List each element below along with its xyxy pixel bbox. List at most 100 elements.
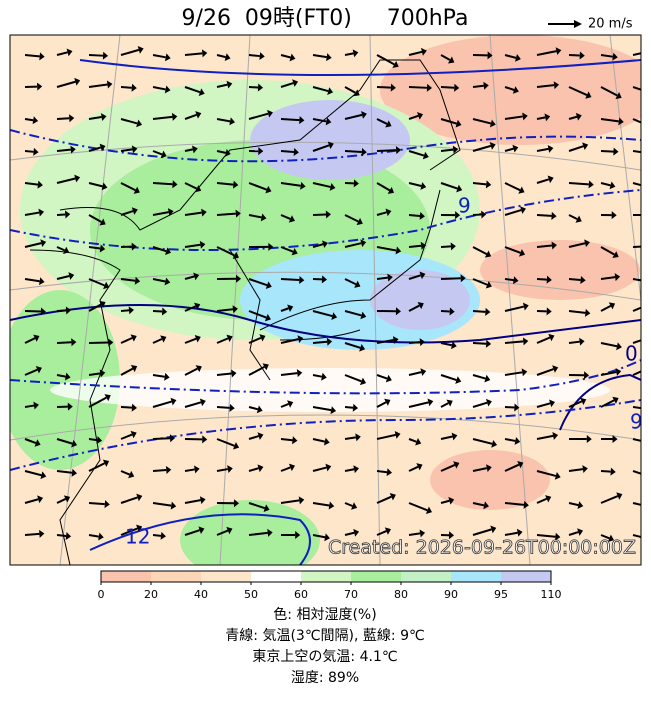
contour-label: 0 (625, 342, 638, 366)
colorbar-tick-label: 60 (294, 588, 308, 601)
colorbar-segment (501, 571, 551, 582)
wind-arrow (569, 279, 581, 280)
colorbar-segment (351, 571, 401, 582)
created-stamp: Created: 2026-09-26T00:00:00Z (328, 537, 636, 559)
wind-arrow (569, 55, 580, 56)
wind-arrow (345, 407, 353, 408)
wind-arrow (121, 310, 129, 311)
wind-arrow (57, 214, 65, 215)
wind-legend-head (574, 20, 582, 28)
wind-arrow (217, 214, 236, 215)
wind-arrow (217, 407, 230, 408)
title: 9/26 09時(FT0) 700hPa (182, 6, 469, 31)
wind-arrow (25, 119, 33, 120)
caption-line: 青線: 気温(3℃間隔), 藍線: 9℃ (225, 628, 424, 644)
wind-arrow (313, 342, 327, 343)
wind-arrow (473, 343, 486, 344)
wind-arrow (25, 55, 40, 56)
wind-arrow (25, 151, 34, 152)
wind-arrow (569, 342, 580, 343)
wind-arrow (57, 150, 71, 151)
wind-arrow-head (642, 182, 648, 190)
wind-arrow (89, 55, 103, 56)
wind-arrow (377, 150, 396, 151)
wind-arrow (281, 119, 299, 120)
wind-arrow (441, 278, 461, 279)
wind-arrow (121, 407, 132, 408)
wind-arrow-head (645, 242, 650, 250)
wind-arrow (409, 246, 421, 247)
wind-arrow (441, 150, 453, 151)
wind-arrow (345, 151, 362, 152)
wind-arrow (633, 246, 645, 247)
wind-arrow-head (642, 303, 648, 310)
wind-arrow (569, 183, 589, 184)
caption-line: 色: 相対湿度(%) (273, 606, 376, 623)
wind-arrow (281, 279, 299, 280)
caption-line: 湿度: 89% (291, 670, 359, 686)
colorbar-segment (101, 571, 151, 582)
wind-arrow-head (641, 211, 646, 219)
wind-arrow (377, 471, 387, 472)
caption-line: 東京上空の気温: 4.1℃ (252, 649, 397, 665)
wind-arrow (153, 183, 173, 184)
wind-arrow (249, 87, 258, 88)
wind-arrow (153, 470, 166, 471)
wind-arrow (25, 406, 34, 407)
colorbar-segment (201, 571, 251, 582)
colorbar-tick-label: 110 (541, 588, 562, 601)
wind-arrow (409, 342, 420, 343)
wind-arrow-head (648, 334, 651, 342)
colorbar: 0 20 40 50 60 70 80 90 95 110 (98, 571, 562, 601)
humidity-area (180, 500, 320, 580)
wind-arrow (57, 535, 66, 536)
wind-arrow (153, 438, 170, 439)
wind-arrow (537, 215, 552, 216)
wind-arrow-head (644, 366, 650, 373)
wind-arrow (153, 311, 162, 312)
colorbar-tick-label: 80 (394, 588, 408, 601)
wind-arrow (249, 55, 260, 56)
humidity-area (480, 240, 640, 300)
wind-arrow (601, 471, 611, 472)
colorbar-segment (251, 571, 301, 582)
wind-arrow (473, 311, 485, 312)
colorbar-segment (401, 571, 451, 582)
colorbar-tick-label: 95 (494, 588, 508, 601)
wind-arrow (57, 118, 69, 119)
wind-arrow (57, 310, 66, 311)
colorbar-tick-label: 70 (344, 588, 358, 601)
colorbar-tick-label: 0 (98, 588, 105, 601)
wind-arrow (377, 87, 391, 88)
wind-arrow (25, 534, 39, 535)
wind-arrow (505, 279, 514, 280)
humidity-area (250, 100, 410, 180)
contour-label: 9 (458, 194, 471, 218)
wind-arrow (281, 151, 294, 152)
colorbar-tick-label: 20 (144, 588, 158, 601)
wind-arrow (601, 151, 614, 152)
wind-arrow (409, 87, 427, 88)
wind-arrow (57, 342, 71, 343)
map: 9 12 0 9 Created: 2026-09-26T00:00:00Z (0, 35, 651, 580)
wind-arrow (89, 439, 97, 440)
wind-arrow (281, 439, 292, 440)
wind-arrow (537, 279, 547, 280)
colorbar-tick-label: 50 (244, 588, 258, 601)
wind-arrow (377, 278, 388, 279)
wind-arrow-head (643, 277, 649, 285)
wind-arrow (313, 214, 326, 215)
wind-arrow (473, 183, 486, 184)
wind-legend-label: 20 m/s (588, 17, 633, 32)
wind-arrow (473, 86, 484, 87)
contour-label: 12 (125, 525, 150, 549)
wind-arrow (441, 246, 451, 247)
wind-arrow (89, 503, 105, 504)
colorbar-tick-label: 40 (194, 588, 208, 601)
colorbar-tick-label: 90 (444, 588, 458, 601)
wind-arrow (153, 535, 161, 536)
colorbar-segment (151, 571, 201, 582)
colorbar-segment (451, 571, 501, 582)
wind-arrow (409, 215, 420, 216)
